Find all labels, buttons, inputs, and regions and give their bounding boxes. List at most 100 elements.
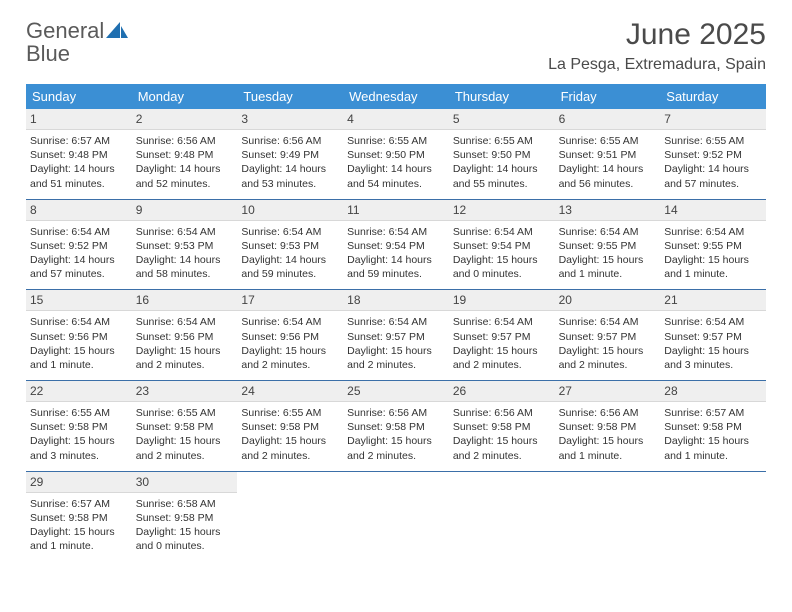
- day-line: Daylight: 14 hours: [136, 253, 234, 267]
- day-line: and 2 minutes.: [241, 449, 339, 463]
- day-number: 29: [26, 472, 132, 493]
- day-line: Sunrise: 6:56 AM: [453, 406, 551, 420]
- day-cell: 1Sunrise: 6:57 AMSunset: 9:48 PMDaylight…: [26, 109, 132, 199]
- day-line: Sunset: 9:54 PM: [347, 239, 445, 253]
- day-line: and 1 minute.: [664, 449, 762, 463]
- day-body: Sunrise: 6:54 AMSunset: 9:52 PMDaylight:…: [30, 225, 128, 282]
- day-number: 26: [449, 381, 555, 402]
- day-body: Sunrise: 6:55 AMSunset: 9:52 PMDaylight:…: [664, 134, 762, 191]
- day-body: Sunrise: 6:54 AMSunset: 9:56 PMDaylight:…: [136, 315, 234, 372]
- day-cell: 27Sunrise: 6:56 AMSunset: 9:58 PMDayligh…: [555, 381, 661, 471]
- day-body: Sunrise: 6:55 AMSunset: 9:50 PMDaylight:…: [347, 134, 445, 191]
- day-number: 22: [26, 381, 132, 402]
- day-line: Sunrise: 6:54 AM: [136, 315, 234, 329]
- day-cell: 20Sunrise: 6:54 AMSunset: 9:57 PMDayligh…: [555, 290, 661, 380]
- day-line: Sunrise: 6:54 AM: [559, 225, 657, 239]
- day-body: Sunrise: 6:54 AMSunset: 9:56 PMDaylight:…: [30, 315, 128, 372]
- day-cell: 13 Sunrise: 6:54 AMSunset: 9:55 PMDayligh…: [555, 200, 661, 290]
- day-number: 20: [555, 290, 661, 311]
- day-cell: 4Sunrise: 6:55 AMSunset: 9:50 PMDaylight…: [343, 109, 449, 199]
- day-line: Daylight: 14 hours: [347, 253, 445, 267]
- day-line: Sunset: 9:58 PM: [30, 511, 128, 525]
- day-line: and 59 minutes.: [241, 267, 339, 281]
- day-cell: 7Sunrise: 6:55 AMSunset: 9:52 PMDaylight…: [660, 109, 766, 199]
- day-cell: [555, 472, 661, 562]
- day-line: Sunrise: 6:57 AM: [30, 497, 128, 511]
- day-line: Sunset: 9:55 PM: [664, 239, 762, 253]
- day-number: 10: [237, 200, 343, 221]
- day-line: and 1 minute.: [30, 358, 128, 372]
- week-row: 1Sunrise: 6:57 AMSunset: 9:48 PMDaylight…: [26, 109, 766, 200]
- day-number: 12: [449, 200, 555, 221]
- day-line: Sunrise: 6:58 AM: [136, 497, 234, 511]
- day-line: and 58 minutes.: [136, 267, 234, 281]
- day-line: Daylight: 14 hours: [241, 162, 339, 176]
- day-line: Sunset: 9:48 PM: [30, 148, 128, 162]
- location: La Pesga, Extremadura, Spain: [548, 56, 766, 74]
- week-row: 15Sunrise: 6:54 AMSunset: 9:56 PMDayligh…: [26, 290, 766, 381]
- day-cell: 9Sunrise: 6:54 AMSunset: 9:53 PMDaylight…: [132, 200, 238, 290]
- dow-monday: Monday: [132, 84, 238, 109]
- day-line: Sunrise: 6:54 AM: [136, 225, 234, 239]
- day-cell: 6Sunrise: 6:55 AMSunset: 9:51 PMDaylight…: [555, 109, 661, 199]
- day-number: 6: [555, 109, 661, 130]
- day-line: Daylight: 15 hours: [241, 434, 339, 448]
- day-cell: [660, 472, 766, 562]
- day-line: Sunset: 9:54 PM: [453, 239, 551, 253]
- day-line: Sunrise: 6:54 AM: [241, 225, 339, 239]
- logo-text-gray: General: [26, 18, 104, 43]
- day-body: Sunrise: 6:58 AMSunset: 9:58 PMDaylight:…: [136, 497, 234, 554]
- day-line: Daylight: 14 hours: [664, 162, 762, 176]
- day-line: and 55 minutes.: [453, 177, 551, 191]
- day-line: Sunrise: 6:55 AM: [347, 134, 445, 148]
- day-cell: [449, 472, 555, 562]
- day-line: Sunset: 9:58 PM: [241, 420, 339, 434]
- day-body: Sunrise: 6:57 AMSunset: 9:58 PMDaylight:…: [30, 497, 128, 554]
- day-number: 13: [555, 200, 661, 221]
- day-line: Daylight: 15 hours: [559, 253, 657, 267]
- day-cell: 17Sunrise: 6:54 AMSunset: 9:56 PMDayligh…: [237, 290, 343, 380]
- day-line: Sunset: 9:56 PM: [136, 330, 234, 344]
- day-line: Sunrise: 6:54 AM: [30, 315, 128, 329]
- day-line: and 56 minutes.: [559, 177, 657, 191]
- day-line: Sunrise: 6:55 AM: [136, 406, 234, 420]
- day-line: Daylight: 15 hours: [30, 344, 128, 358]
- day-cell: 16Sunrise: 6:54 AMSunset: 9:56 PMDayligh…: [132, 290, 238, 380]
- day-line: Daylight: 15 hours: [241, 344, 339, 358]
- day-cell: 12 Sunrise: 6:54 AMSunset: 9:54 PMDayligh…: [449, 200, 555, 290]
- day-cell: 14Sunrise: 6:54 AMSunset: 9:55 PMDayligh…: [660, 200, 766, 290]
- day-line: and 2 minutes.: [241, 358, 339, 372]
- day-line: Sunset: 9:50 PM: [347, 148, 445, 162]
- logo-sail-icon: [106, 22, 128, 43]
- day-line: Sunset: 9:57 PM: [664, 330, 762, 344]
- day-line: Sunset: 9:52 PM: [30, 239, 128, 253]
- day-line: Sunrise: 6:54 AM: [559, 315, 657, 329]
- day-line: Sunset: 9:58 PM: [664, 420, 762, 434]
- day-line: and 2 minutes.: [559, 358, 657, 372]
- day-body: Sunrise: 6:54 AMSunset: 9:57 PMDaylight:…: [347, 315, 445, 372]
- day-number: 17: [237, 290, 343, 311]
- day-line: Sunset: 9:51 PM: [559, 148, 657, 162]
- day-body: Sunrise: 6:54 AMSunset: 9:54 PMDaylight:…: [453, 225, 551, 282]
- day-body: Sunrise: 6:55 AMSunset: 9:58 PMDaylight:…: [136, 406, 234, 463]
- day-number: 3: [237, 109, 343, 130]
- logo: General Blue: [26, 20, 128, 66]
- day-body: Sunrise: 6:57 AMSunset: 9:48 PMDaylight:…: [30, 134, 128, 191]
- week-row: 22Sunrise: 6:55 AMSunset: 9:58 PMDayligh…: [26, 381, 766, 472]
- day-body: Sunrise: 6:54 AMSunset: 9:55 PMDaylight:…: [559, 225, 657, 282]
- day-cell: 10Sunrise: 6:54 AMSunset: 9:53 PMDayligh…: [237, 200, 343, 290]
- day-line: Daylight: 15 hours: [453, 434, 551, 448]
- day-line: Sunrise: 6:54 AM: [453, 225, 551, 239]
- day-line: Sunset: 9:56 PM: [30, 330, 128, 344]
- day-line: and 0 minutes.: [453, 267, 551, 281]
- day-line: Daylight: 14 hours: [559, 162, 657, 176]
- day-line: Sunrise: 6:54 AM: [241, 315, 339, 329]
- day-line: Daylight: 15 hours: [664, 253, 762, 267]
- day-cell: 11Sunrise: 6:54 AMSunset: 9:54 PMDayligh…: [343, 200, 449, 290]
- day-line: Sunrise: 6:54 AM: [453, 315, 551, 329]
- day-line: Sunset: 9:57 PM: [453, 330, 551, 344]
- week-row: 29 Sunrise: 6:57 AMSunset: 9:58 PMDayligh…: [26, 472, 766, 562]
- day-line: Sunrise: 6:57 AM: [30, 134, 128, 148]
- month-title: June 2025: [548, 18, 766, 52]
- day-cell: [237, 472, 343, 562]
